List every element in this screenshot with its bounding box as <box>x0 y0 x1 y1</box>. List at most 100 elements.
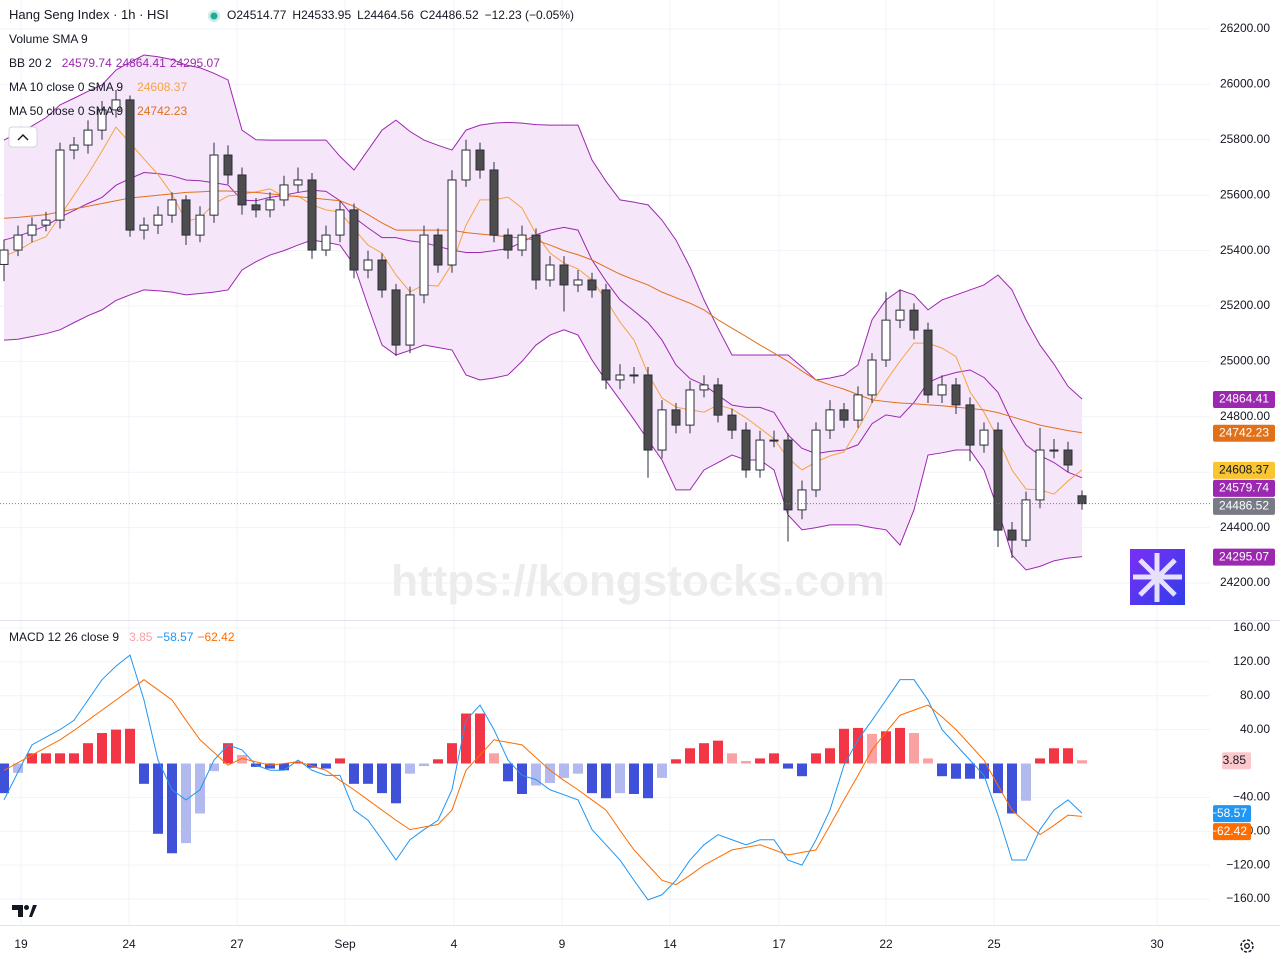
macd-legend-value: −58.57 <box>156 630 193 644</box>
collapse-button[interactable] <box>8 126 38 148</box>
histogram-bar <box>657 763 667 778</box>
candle-body <box>1077 495 1087 505</box>
candle-body <box>237 174 247 206</box>
x-tick-label: 14 <box>663 937 677 951</box>
histogram-bar <box>195 763 205 814</box>
macd-badge <box>1213 805 1251 823</box>
logo-part <box>12 905 23 917</box>
histogram-bar <box>503 763 513 782</box>
macd-legend: MACD 12 26 close 9 3.85 −58.57 −62.42 <box>9 630 235 644</box>
macd-badge <box>1222 752 1251 770</box>
candle-body <box>811 429 821 491</box>
histogram-bar <box>1021 763 1031 801</box>
candle-body <box>265 199 275 211</box>
candle-body <box>405 294 415 346</box>
histogram-bar <box>909 733 919 764</box>
candle-body <box>601 289 611 381</box>
candle-body <box>447 179 457 266</box>
histogram-bar <box>531 763 541 786</box>
candle-body <box>517 234 527 251</box>
ohlc-value: 24486.52 <box>429 8 479 22</box>
y-tick-label: −120.00 <box>1226 857 1270 871</box>
histogram-bar <box>41 753 51 764</box>
candle-body <box>1021 499 1031 541</box>
histogram-bar <box>419 763 429 767</box>
histogram-bar <box>153 763 163 834</box>
histogram-bar <box>685 748 695 764</box>
histogram-bar <box>167 763 177 854</box>
x-tick-label: Sep <box>334 937 356 951</box>
candle-body <box>13 234 23 251</box>
candle-body <box>0 249 9 265</box>
histogram-bar <box>97 733 107 764</box>
candle-body <box>615 374 625 381</box>
macd-badge <box>1213 823 1251 841</box>
y-tick-label: 40.00 <box>1240 722 1270 736</box>
settings-button[interactable] <box>1240 939 1254 953</box>
candle-body <box>713 384 723 416</box>
candle-body <box>923 329 933 396</box>
candle-body <box>853 394 863 421</box>
gear-icon[interactable] <box>1240 939 1254 953</box>
histogram-bar <box>769 753 779 764</box>
candle-body <box>867 359 877 396</box>
histogram-bar <box>125 728 135 764</box>
legend-row: Volume SMA 9 <box>9 32 88 46</box>
ohlc-value: 24533.95 <box>301 8 351 22</box>
y-tick-label: −40.00 <box>1233 790 1270 804</box>
band-upper <box>3 54 1083 400</box>
histogram-bar <box>643 763 653 799</box>
candle-body <box>797 489 807 511</box>
candle-body <box>531 234 541 281</box>
axes: 19 24 27 Sep 4 9 14 17 22 25 30 26200.00 26000.00 258… <box>14 21 1275 951</box>
histogram-bar <box>671 759 681 764</box>
histogram-bar <box>363 763 373 784</box>
candle-body <box>587 279 597 291</box>
price-badge-label: 24486.52 <box>1219 499 1269 513</box>
histogram-bar <box>461 713 471 764</box>
histogram-bar <box>1077 760 1087 764</box>
histogram-bar <box>111 729 121 764</box>
logo-pattern <box>1133 553 1182 602</box>
histogram-bar <box>965 763 975 779</box>
histogram-bar <box>797 763 807 777</box>
histogram-bar <box>13 763 23 773</box>
y-tick-label: 120.00 <box>1233 654 1270 668</box>
candle-body <box>881 319 891 361</box>
y-tick-label: 25200.00 <box>1220 298 1270 312</box>
band-legend-value: 24864.41 <box>116 56 166 70</box>
macd-line <box>3 679 1083 886</box>
tradingview-logo[interactable] <box>12 905 37 917</box>
y-tick-label: 24400.00 <box>1220 520 1270 534</box>
candle-body <box>433 234 443 266</box>
y-tick-label: 26200.00 <box>1220 21 1270 35</box>
candle-body <box>937 384 947 396</box>
x-tick-label: 22 <box>879 937 893 951</box>
y-tick-label: 25400.00 <box>1220 243 1270 257</box>
candle-body <box>559 264 569 286</box>
histogram-bar <box>55 753 65 764</box>
candle-body <box>125 99 135 231</box>
y-tick-label: 26000.00 <box>1220 77 1270 91</box>
candle-body <box>321 234 331 251</box>
candle-body <box>195 214 205 236</box>
histogram-bar <box>727 753 737 764</box>
button-frame[interactable] <box>8 126 38 148</box>
legend-row: BB 20 2 24579.74 24864.41 24295.07 <box>9 56 220 70</box>
y-tick-label: −160.00 <box>1226 891 1270 905</box>
x-tick-label: 30 <box>1150 937 1164 951</box>
ma-legend-name: MA 10 close 0 SMA 9 <box>9 80 123 94</box>
candle-body <box>951 384 961 406</box>
x-tick-label: 4 <box>451 937 458 951</box>
candle-body <box>965 404 975 446</box>
y-tick-label: 24800.00 <box>1220 409 1270 423</box>
histogram-bar <box>629 763 639 794</box>
price-change: −12.23 (−0.05%) <box>485 8 574 22</box>
histogram-bar <box>937 763 947 777</box>
histogram-bar <box>139 763 149 784</box>
macd-legend-value: −62.42 <box>197 630 234 644</box>
x-tick-label: 9 <box>559 937 566 951</box>
histogram-bar <box>783 763 793 769</box>
histogram-bar <box>867 733 877 764</box>
